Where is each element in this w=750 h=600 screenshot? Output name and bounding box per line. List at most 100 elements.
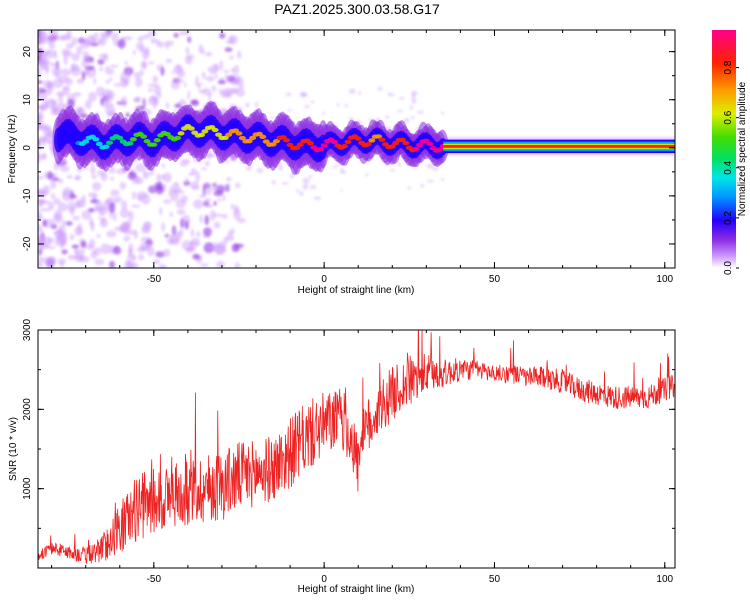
- noise-blob: [140, 61, 148, 69]
- noise-blob: [216, 260, 226, 268]
- noise-blob: [80, 38, 91, 49]
- noise-blob: [271, 180, 276, 185]
- ridge-core: [436, 147, 444, 152]
- noise-blob: [105, 105, 116, 117]
- noise-blob: [67, 254, 76, 260]
- y-tick-label: 20: [22, 46, 33, 58]
- noise-blob: [91, 174, 98, 179]
- noise-blob: [203, 242, 215, 254]
- noise-blob: [39, 30, 48, 42]
- noise-blob: [160, 174, 166, 181]
- noise-blob: [215, 244, 226, 256]
- ridge-core: [269, 142, 277, 147]
- noise-blob: [94, 258, 105, 266]
- noise-blob: [223, 75, 234, 79]
- noise-blob: [38, 249, 43, 256]
- noise-blob: [82, 50, 87, 60]
- noise-blob: [38, 114, 42, 124]
- noise-blob: [254, 101, 259, 108]
- noise-blob: [60, 165, 70, 172]
- ridge-core: [368, 138, 376, 143]
- ridge-core: [375, 134, 383, 139]
- noise-blob: [63, 54, 68, 66]
- noise-blob: [148, 169, 154, 176]
- spectrogram-ticks: -50 0 50 100 -20 -10 0 10 20: [22, 30, 675, 285]
- noise-blob: [205, 51, 213, 57]
- noise-blob: [81, 71, 86, 81]
- noise-blob: [219, 32, 226, 39]
- ridge-core: [116, 135, 124, 141]
- noise-blob: [399, 96, 405, 100]
- colorbar: 0.0 0.2 0.4 0.6 0.8 Normalized spectral ampl…: [712, 30, 748, 275]
- noise-blob: [159, 206, 163, 216]
- colorbar-gradient: [712, 30, 736, 268]
- noise-blob: [176, 209, 186, 215]
- noise-blob: [147, 61, 155, 65]
- noise-blob: [43, 172, 49, 179]
- noise-blob: [48, 202, 55, 211]
- noise-blob: [205, 75, 215, 82]
- ridge-core: [163, 131, 171, 137]
- ridge-core: [249, 135, 257, 141]
- ridge-core: [317, 146, 325, 152]
- noise-blob: [38, 215, 44, 220]
- noise-blob: [108, 202, 116, 214]
- noise-blob: [229, 80, 240, 85]
- colorbar-tick-label: 0.0: [723, 261, 734, 275]
- noise-blob: [287, 109, 293, 112]
- noise-blob: [190, 228, 195, 237]
- noise-blob: [143, 221, 153, 229]
- noise-blob: [124, 60, 128, 66]
- noise-blob: [147, 83, 158, 87]
- x-tick-label: 100: [656, 574, 673, 585]
- noise-blob: [160, 66, 165, 76]
- y-tick-label: 10: [22, 94, 33, 106]
- noise-blob: [202, 185, 206, 197]
- noise-blob: [214, 63, 219, 74]
- colorbar-label: Normalized spectral amplitude: [737, 81, 748, 216]
- colorbar-tick-label: 0.4: [723, 160, 734, 174]
- noise-blob: [196, 230, 201, 238]
- noise-blob: [76, 46, 83, 53]
- noise-blob: [212, 89, 216, 93]
- ridge-core: [174, 135, 182, 141]
- noise-blob: [38, 142, 42, 146]
- noise-blob: [204, 161, 211, 166]
- ridge-core: [354, 136, 362, 141]
- noise-blob: [256, 167, 264, 174]
- noise-blob: [133, 262, 139, 268]
- ridge-core: [293, 145, 301, 150]
- noise-blob: [183, 180, 191, 186]
- ridge-core: [129, 137, 137, 142]
- noise-blob: [147, 246, 155, 257]
- ridge-core: [320, 143, 328, 148]
- ridge-core: [201, 129, 209, 134]
- noise-blob: [277, 164, 283, 171]
- noise-blob: [213, 221, 221, 229]
- snr-x-axis-label: Height of straight line (km): [298, 584, 415, 595]
- noise-blob: [61, 249, 68, 255]
- x-tick-label: 100: [656, 274, 673, 285]
- noise-blob: [171, 70, 175, 75]
- noise-blob: [137, 36, 144, 42]
- ridge-core: [106, 140, 114, 145]
- noise-blob: [226, 93, 233, 98]
- noise-blob: [41, 50, 52, 55]
- noise-blob: [229, 55, 235, 60]
- ridge-core: [330, 139, 338, 145]
- noise-blob: [38, 153, 43, 163]
- noise-blob: [188, 172, 193, 176]
- noise-blob: [62, 86, 70, 90]
- noise-blob: [310, 100, 315, 104]
- noise-blob: [66, 201, 77, 213]
- noise-blob: [208, 93, 211, 98]
- noise-blob: [175, 64, 182, 71]
- noise-blob: [313, 196, 322, 200]
- noise-blob: [44, 133, 55, 144]
- noise-blob: [133, 71, 141, 79]
- noise-blob: [100, 97, 105, 106]
- y-tick-label: -10: [22, 188, 33, 203]
- noise-blob: [211, 85, 217, 91]
- noise-blob: [71, 244, 80, 249]
- noise-blob: [106, 199, 113, 203]
